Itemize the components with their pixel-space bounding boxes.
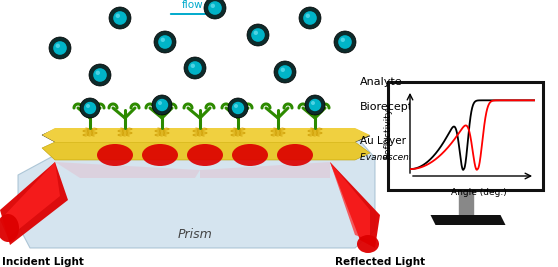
Text: Reflected Light: Reflected Light xyxy=(335,257,425,267)
Circle shape xyxy=(340,38,345,42)
Polygon shape xyxy=(330,162,370,240)
Ellipse shape xyxy=(277,144,313,166)
Circle shape xyxy=(56,44,60,48)
Circle shape xyxy=(251,28,265,42)
Circle shape xyxy=(204,0,226,19)
Circle shape xyxy=(116,14,120,18)
Circle shape xyxy=(191,64,195,68)
Circle shape xyxy=(305,95,325,115)
Circle shape xyxy=(334,31,356,53)
Circle shape xyxy=(247,24,269,46)
Ellipse shape xyxy=(357,235,379,253)
Text: Analyte: Analyte xyxy=(360,77,403,87)
Text: Au Layer: Au Layer xyxy=(360,136,406,146)
Circle shape xyxy=(306,14,310,18)
Circle shape xyxy=(311,101,315,105)
Circle shape xyxy=(80,98,100,118)
Circle shape xyxy=(210,3,215,8)
Circle shape xyxy=(89,64,111,86)
Circle shape xyxy=(154,31,176,53)
Circle shape xyxy=(109,7,131,29)
Ellipse shape xyxy=(97,144,133,166)
Text: Evanescent wave: Evanescent wave xyxy=(360,152,439,162)
Polygon shape xyxy=(431,215,506,225)
Circle shape xyxy=(152,95,172,115)
Circle shape xyxy=(228,98,248,118)
Circle shape xyxy=(49,37,71,59)
Circle shape xyxy=(253,31,258,35)
Circle shape xyxy=(208,1,222,15)
Circle shape xyxy=(53,41,67,55)
Circle shape xyxy=(274,61,296,83)
Text: Incident Light: Incident Light xyxy=(2,257,84,267)
Circle shape xyxy=(84,102,96,114)
Bar xyxy=(388,82,543,190)
Circle shape xyxy=(161,38,165,42)
Circle shape xyxy=(86,104,90,108)
Polygon shape xyxy=(42,142,370,160)
Text: flow: flow xyxy=(182,0,204,10)
Ellipse shape xyxy=(232,144,268,166)
Circle shape xyxy=(188,61,202,75)
Circle shape xyxy=(281,68,285,72)
Circle shape xyxy=(234,104,238,108)
Circle shape xyxy=(338,35,352,49)
Bar xyxy=(459,190,473,215)
Circle shape xyxy=(158,35,172,49)
Polygon shape xyxy=(0,162,68,245)
Polygon shape xyxy=(200,162,330,178)
Circle shape xyxy=(158,101,162,105)
Text: Reflectivity: Reflectivity xyxy=(383,107,392,159)
Circle shape xyxy=(278,65,292,79)
Polygon shape xyxy=(18,135,375,248)
Circle shape xyxy=(303,11,317,25)
Circle shape xyxy=(156,99,168,111)
Polygon shape xyxy=(42,129,370,142)
Ellipse shape xyxy=(0,214,19,242)
Text: Angle (deg.): Angle (deg.) xyxy=(451,188,507,197)
Circle shape xyxy=(309,99,321,111)
Text: Bioreceptor: Bioreceptor xyxy=(360,102,425,112)
Circle shape xyxy=(93,68,107,82)
Polygon shape xyxy=(42,128,370,142)
Circle shape xyxy=(95,70,100,75)
Text: Prism: Prism xyxy=(177,229,213,241)
Circle shape xyxy=(184,57,206,79)
Ellipse shape xyxy=(187,144,223,166)
Polygon shape xyxy=(0,162,60,238)
Ellipse shape xyxy=(142,144,178,166)
Polygon shape xyxy=(55,162,200,178)
Polygon shape xyxy=(330,162,380,248)
Circle shape xyxy=(113,11,127,25)
Circle shape xyxy=(232,102,244,114)
Circle shape xyxy=(299,7,321,29)
